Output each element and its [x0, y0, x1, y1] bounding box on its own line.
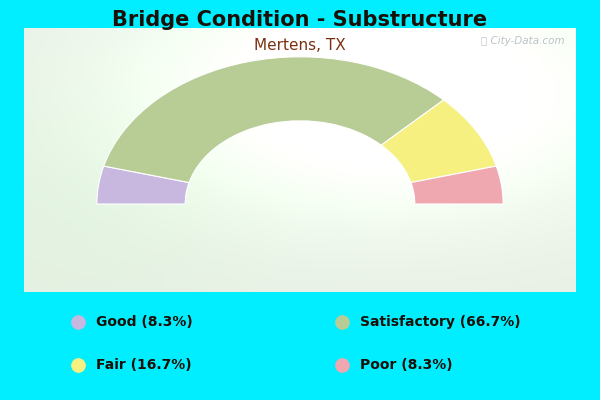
Wedge shape [381, 100, 496, 182]
Text: Bridge Condition - Substructure: Bridge Condition - Substructure [112, 10, 488, 30]
Text: Good (8.3%): Good (8.3%) [96, 315, 193, 329]
Text: Fair (16.7%): Fair (16.7%) [96, 358, 191, 372]
Wedge shape [411, 166, 503, 204]
Wedge shape [97, 166, 189, 204]
Text: Satisfactory (66.7%): Satisfactory (66.7%) [360, 315, 521, 329]
Text: Poor (8.3%): Poor (8.3%) [360, 358, 452, 372]
Wedge shape [104, 57, 443, 182]
Text: ⓘ City-Data.com: ⓘ City-Data.com [481, 36, 565, 46]
Text: Mertens, TX: Mertens, TX [254, 38, 346, 53]
